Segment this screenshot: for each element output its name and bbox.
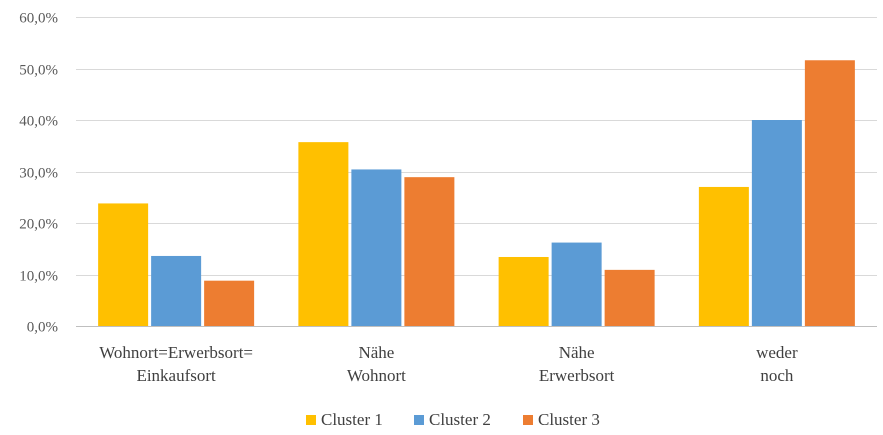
bar-cluster-2: [551, 242, 602, 326]
x-axis-category-labels: Wohnort=Erwerbsort= Einkaufsort Nähe Wohnor…: [99, 343, 798, 385]
y-axis-tick-labels: 0,0% 10,0% 20,0% 30,0% 40,0% 50,0% 60,0%: [19, 11, 58, 336]
x-category-label: Wohnort=Erwerbsort=: [99, 343, 253, 362]
bar-cluster-3: [804, 60, 855, 326]
legend-swatch: [306, 415, 316, 425]
y-tick-label: 10,0%: [19, 269, 58, 285]
bar-cluster-2: [351, 169, 402, 326]
bar-cluster-3: [404, 177, 455, 326]
x-category-label: Nähe: [358, 343, 394, 362]
bar-cluster-1: [498, 256, 549, 326]
y-tick-label: 50,0%: [19, 63, 58, 79]
bar-cluster-1: [98, 203, 149, 326]
bar-cluster-3: [204, 280, 255, 326]
legend-label: Cluster 1: [321, 410, 383, 429]
x-category-label: Nähe: [559, 343, 595, 362]
x-category-label: weder: [756, 343, 798, 362]
bar-cluster-2: [151, 255, 202, 326]
bar-cluster-3: [604, 269, 655, 326]
y-tick-label: 0,0%: [27, 320, 58, 336]
y-tick-label: 30,0%: [19, 166, 58, 182]
y-tick-label: 20,0%: [19, 217, 58, 233]
bar-cluster-1: [698, 186, 749, 326]
x-category-label: noch: [760, 366, 794, 385]
bar-cluster-2: [751, 120, 802, 326]
legend: Cluster 1 Cluster 2 Cluster 3: [306, 410, 600, 429]
legend-swatch: [414, 415, 424, 425]
x-category-label: Wohnort: [347, 366, 406, 385]
y-tick-label: 40,0%: [19, 114, 58, 130]
x-category-label: Einkaufsort: [136, 366, 216, 385]
legend-swatch: [523, 415, 533, 425]
legend-label: Cluster 3: [538, 410, 600, 429]
bar-cluster-1: [298, 142, 349, 326]
x-category-label: Erwerbsort: [539, 366, 615, 385]
y-tick-label: 60,0%: [19, 11, 58, 27]
bars: [98, 60, 855, 326]
legend-label: Cluster 2: [429, 410, 491, 429]
